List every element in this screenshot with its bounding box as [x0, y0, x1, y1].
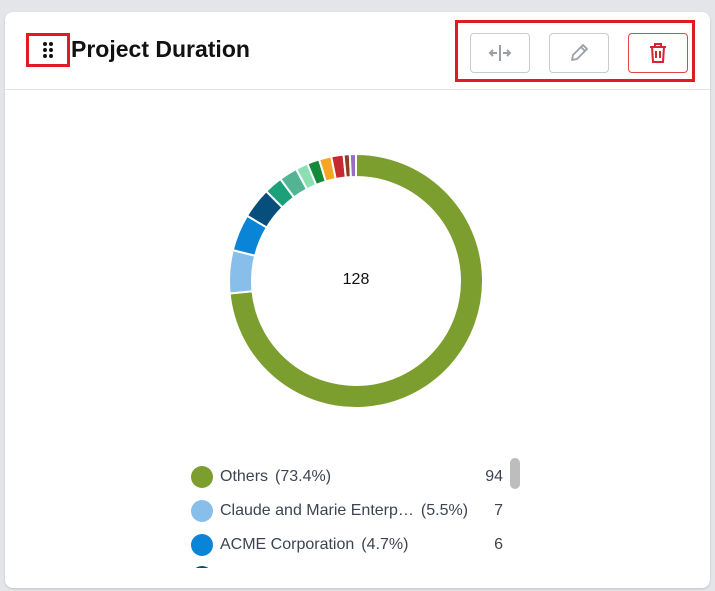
legend-value: 94 — [485, 468, 503, 485]
legend-percent: (73.4%) — [275, 468, 332, 485]
legend-item[interactable]: Claude and Marie Enterp… (5.5%) 7 — [191, 499, 511, 523]
widget-header: Project Duration — [5, 12, 710, 90]
donut-center-total: 128 — [342, 271, 370, 288]
legend-label: Others — [220, 468, 269, 485]
resize-horizontal-icon — [488, 45, 512, 61]
project-duration-widget: Project Duration — [5, 12, 710, 588]
donut-slice[interactable] — [348, 152, 357, 179]
edit-button[interactable] — [549, 33, 609, 73]
donut-slice[interactable] — [228, 152, 484, 409]
legend-swatch — [191, 500, 213, 522]
legend-value: 6 — [494, 536, 503, 553]
widget-actions — [455, 20, 695, 82]
legend-swatch — [191, 534, 213, 556]
legend-scrollbar[interactable] — [510, 458, 520, 489]
chart-legend: Others (73.4%) 94 Claude and Marie Enter… — [191, 450, 531, 568]
trash-icon — [650, 43, 666, 63]
donut-chart-area: 128 — [5, 90, 710, 450]
drag-handle[interactable] — [26, 33, 70, 67]
drag-handle-icon — [43, 42, 53, 58]
donut-chart — [228, 152, 484, 409]
legend-swatch — [191, 466, 213, 488]
legend-item[interactable] — [191, 565, 511, 568]
legend-swatch — [191, 566, 213, 568]
delete-button[interactable] — [628, 33, 688, 73]
resize-button[interactable] — [470, 33, 530, 73]
legend-percent: (5.5%) — [420, 502, 469, 519]
legend-item[interactable]: ACME Corporation (4.7%) 6 — [191, 533, 511, 557]
pencil-icon — [571, 44, 588, 61]
legend-value: 7 — [494, 502, 503, 519]
widget-title: Project Duration — [71, 36, 250, 62]
donut-slice[interactable] — [228, 248, 257, 295]
legend-item[interactable]: Others (73.4%) 94 — [191, 465, 511, 489]
legend-label: ACME Corporation — [220, 536, 355, 553]
legend-percent: (4.7%) — [361, 536, 409, 553]
legend-label: Claude and Marie Enterp… — [220, 502, 414, 519]
